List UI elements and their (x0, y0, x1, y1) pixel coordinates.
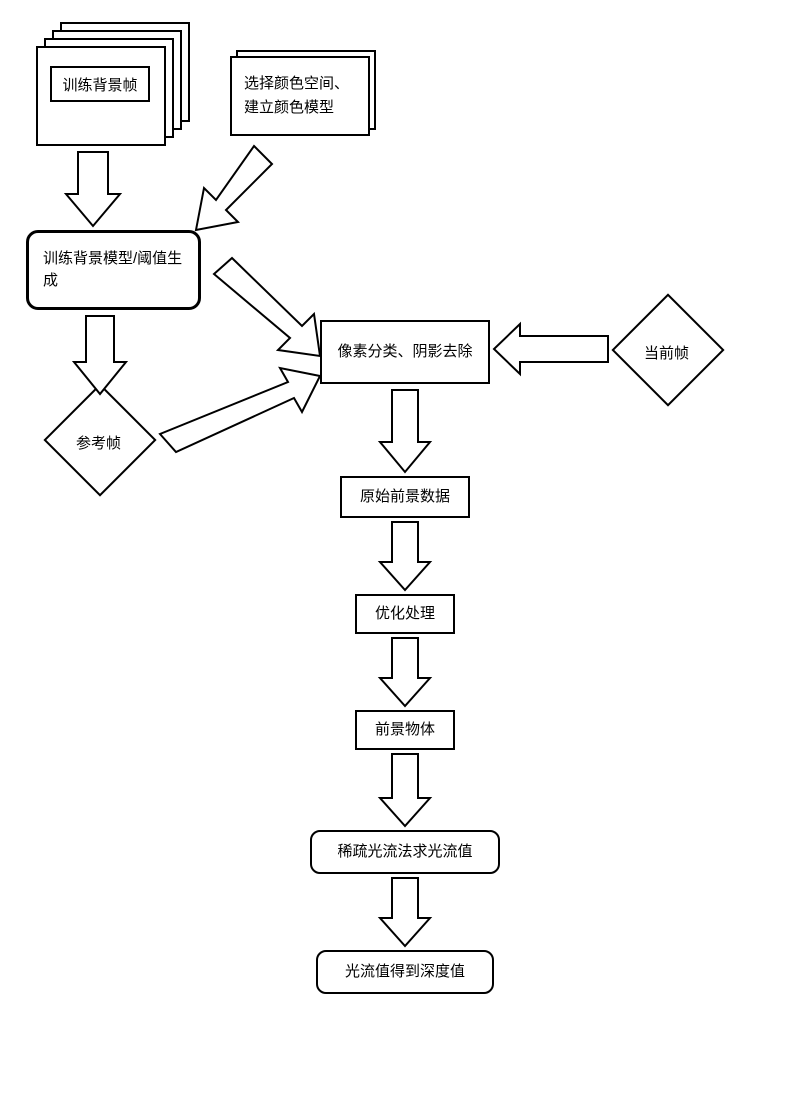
pixel-classify-label: 像素分类、阴影去除 (337, 341, 472, 364)
arrow-training-to-model (66, 152, 120, 226)
sparse-optical-flow-node: 稀疏光流法求光流值 (310, 830, 500, 874)
raw-foreground-node: 原始前景数据 (340, 476, 470, 518)
optimize-label: 优化处理 (375, 603, 435, 626)
arrow-sparse-to-depth (380, 878, 430, 946)
arrow-reference-to-classify (160, 368, 320, 452)
foreground-object-label: 前景物体 (375, 719, 435, 742)
optical-to-depth-node: 光流值得到深度值 (316, 950, 494, 994)
sparse-optical-flow-label: 稀疏光流法求光流值 (337, 841, 472, 864)
optical-to-depth-label: 光流值得到深度值 (345, 961, 465, 984)
arrow-current-to-classify (494, 324, 608, 374)
arrow-model-to-reference (74, 316, 126, 394)
raw-foreground-label: 原始前景数据 (360, 486, 450, 509)
arrow-model-to-classify (214, 258, 320, 356)
current-frame-label: 当前帧 (644, 342, 689, 363)
arrow-fg-to-sparse (380, 754, 430, 826)
foreground-object-node: 前景物体 (355, 710, 455, 750)
train-bg-model-label: 训练背景模型/阈值生成 (43, 248, 184, 293)
arrow-optimize-to-fg (380, 638, 430, 706)
optimize-node: 优化处理 (355, 594, 455, 634)
training-frames-label: 训练背景帧 (50, 66, 150, 102)
arrow-classify-to-raw (380, 390, 430, 472)
arrow-color-to-model (196, 146, 272, 230)
pixel-classify-node: 像素分类、阴影去除 (320, 320, 490, 384)
reference-frame-label: 参考帧 (76, 432, 121, 453)
arrow-raw-to-optimize (380, 522, 430, 590)
train-bg-model-node: 训练背景模型/阈值生成 (26, 230, 201, 310)
arrows-layer (0, 0, 800, 1110)
color-model-label: 选择颜色空间、建立颜色模型 (244, 72, 356, 120)
